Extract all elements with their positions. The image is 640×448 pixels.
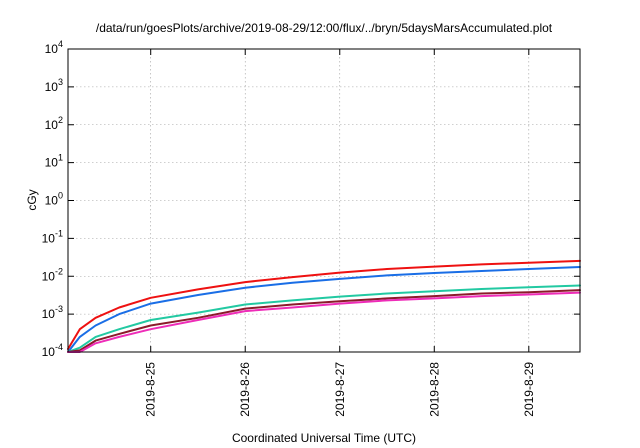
y-tick-label-base: 10	[45, 80, 59, 94]
series-line-5	[67, 291, 581, 353]
y-tick-label-exponent: 1	[58, 153, 63, 163]
y-tick-label: 102	[45, 115, 63, 132]
y-tick-label-base: 10	[45, 194, 59, 208]
x-tick-label: 2019-8-25	[144, 362, 158, 417]
y-tick-label-base: 10	[42, 345, 56, 359]
y-tick-label-exponent: 0	[58, 191, 63, 201]
series-layer	[67, 259, 581, 353]
y-tick-label-base: 10	[45, 156, 59, 170]
x-tick-label: 2019-8-29	[522, 362, 536, 417]
y-tick-label: 101	[45, 153, 63, 170]
series-line-3	[67, 284, 581, 353]
y-tick-label-base: 10	[45, 42, 59, 56]
series-line-2	[67, 266, 581, 353]
y-tick-label-exponent: -4	[55, 342, 63, 352]
y-tick-label: 10-4	[42, 342, 63, 359]
y-tick-label-base: 10	[42, 307, 56, 321]
series-line-1	[67, 259, 581, 350]
y-tick-label-exponent: -1	[55, 228, 63, 238]
y-tick-label-base: 10	[42, 269, 56, 283]
y-tick-label: 103	[45, 77, 63, 94]
chart-title: /data/run/goesPlots/archive/2019-08-29/1…	[96, 21, 553, 35]
y-tick-label: 10-2	[42, 266, 63, 283]
y-tick-label-exponent: 3	[58, 77, 63, 87]
y-tick-label: 100	[45, 191, 63, 208]
tick-layer: 10-410-310-210-11001011021031042019-8-25…	[42, 39, 580, 417]
y-tick-label-exponent: 4	[58, 39, 63, 49]
y-tick-label: 10-1	[42, 228, 63, 245]
y-tick-label-base: 10	[45, 118, 59, 132]
y-tick-label-base: 10	[42, 231, 56, 245]
x-tick-label: 2019-8-26	[238, 362, 252, 417]
x-axis-label: Coordinated Universal Time (UTC)	[232, 431, 416, 445]
series-line-4	[67, 289, 581, 353]
x-tick-label: 2019-8-28	[427, 362, 441, 417]
y-tick-label-exponent: -3	[55, 304, 63, 314]
y-tick-label-exponent: 2	[58, 115, 63, 125]
y-tick-label: 104	[45, 39, 63, 56]
y-tick-label-exponent: -2	[55, 266, 63, 276]
y-axis-label: cGy	[25, 189, 39, 210]
x-tick-label: 2019-8-27	[333, 362, 347, 417]
y-tick-label: 10-3	[42, 304, 63, 321]
